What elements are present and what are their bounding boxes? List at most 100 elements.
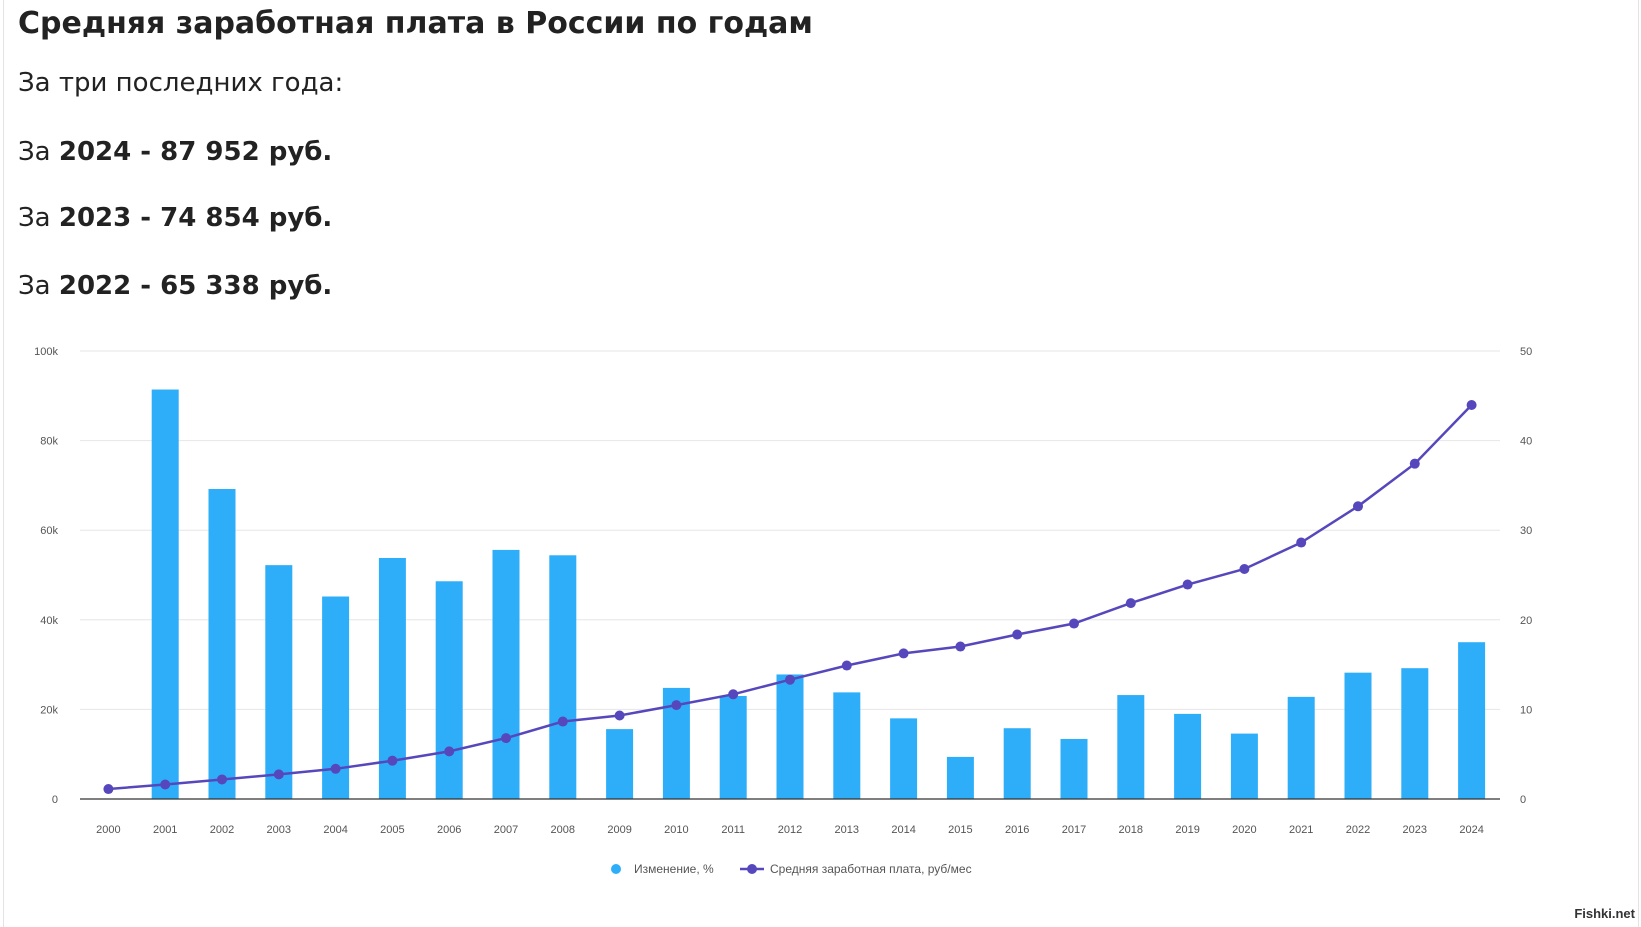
x-axis-tick-label: 2013 — [835, 824, 859, 836]
change-bar[interactable] — [1401, 668, 1429, 799]
change-bar[interactable] — [492, 549, 520, 799]
wage-line-year: 2024 — [58, 137, 132, 167]
change-bar[interactable] — [208, 488, 236, 799]
change-bar[interactable] — [265, 565, 293, 799]
x-axis-tick-label: 2017 — [1062, 824, 1086, 836]
salary-point[interactable] — [217, 774, 227, 785]
change-bar[interactable] — [1287, 696, 1315, 799]
salary-point[interactable] — [898, 648, 909, 659]
salary-point[interactable] — [614, 710, 625, 721]
right-axis-tick-label: 0 — [1520, 794, 1526, 806]
change-bar[interactable] — [776, 674, 804, 799]
change-bar[interactable] — [1344, 672, 1372, 799]
x-axis-tick-label: 2016 — [1005, 824, 1029, 836]
right-border — [1638, 0, 1639, 927]
salary-point[interactable] — [1239, 563, 1250, 574]
x-axis-tick-label: 2004 — [323, 824, 347, 836]
salary-point[interactable] — [1466, 399, 1477, 410]
x-axis-tick-label: 2008 — [551, 824, 575, 836]
grid-lines — [80, 350, 1500, 710]
salary-point[interactable] — [444, 746, 455, 757]
x-axis-tick-label: 2012 — [778, 824, 802, 836]
right-axis-tick-label: 10 — [1520, 704, 1532, 716]
wage-line-year: 2023 — [58, 203, 132, 233]
x-axis-tick-label: 2000 — [96, 824, 120, 836]
left-border — [3, 0, 4, 927]
wage-line-separator: - — [131, 137, 161, 167]
wage-line-prefix: За — [18, 271, 59, 301]
salary-point[interactable] — [1069, 618, 1079, 629]
salary-point[interactable] — [273, 769, 284, 780]
salary-point[interactable] — [501, 733, 511, 744]
wage-line-prefix: За — [18, 137, 59, 167]
wage-line-2023: За 2023 - 74 854 руб. — [18, 203, 332, 233]
salary-point[interactable] — [1182, 579, 1193, 590]
legend-line-label[interactable]: Средняя заработная плата, руб/мес — [770, 862, 972, 876]
x-axis-tick-label: 2015 — [948, 824, 972, 836]
change-bar[interactable] — [1060, 738, 1088, 799]
change-bar[interactable] — [1230, 733, 1258, 799]
change-bar[interactable] — [435, 581, 463, 799]
salary-point[interactable] — [1409, 458, 1420, 469]
x-axis-tick-label: 2002 — [210, 824, 234, 836]
x-axis-tick-label: 2007 — [494, 824, 518, 836]
x-axis-tick-label: 2024 — [1459, 824, 1483, 836]
change-bar[interactable] — [606, 729, 634, 799]
x-axis-tick-label: 2009 — [607, 824, 631, 836]
salary-point[interactable] — [671, 700, 682, 711]
legend-line-dot[interactable] — [747, 864, 757, 874]
salary-point[interactable] — [841, 660, 852, 671]
x-axis-tick-label: 2011 — [721, 824, 745, 836]
wage-line-prefix: За — [18, 203, 59, 233]
left-axis-tick-label: 100k — [34, 346, 58, 358]
left-axis-tick-label: 40k — [40, 615, 58, 627]
watermark: Fishki.net — [1574, 906, 1635, 921]
left-axis-tick-label: 60k — [40, 525, 58, 537]
x-axis-tick-label: 2023 — [1403, 824, 1427, 836]
chart-legend[interactable]: Изменение, % Средняя заработная плата, ру… — [611, 862, 972, 876]
change-bar[interactable] — [1003, 728, 1031, 799]
legend-bar-marker[interactable] — [611, 864, 621, 874]
salary-point[interactable] — [1125, 598, 1136, 609]
right-axis-tick-label: 50 — [1520, 346, 1532, 358]
salary-point[interactable] — [1353, 501, 1363, 512]
salary-point[interactable] — [955, 641, 966, 652]
left-axis-tick-label: 80k — [40, 436, 58, 448]
change-bar[interactable] — [946, 756, 974, 799]
change-bar[interactable] — [549, 555, 577, 799]
left-axis-tick-label: 0 — [52, 794, 58, 806]
change-bar[interactable] — [1117, 695, 1145, 799]
salary-point[interactable] — [160, 779, 171, 790]
change-bars — [151, 389, 1486, 799]
wage-chart: 0 0 20k 10 40k 20 60k 30 80k 40 100k 50 2000 2001 2002… — [34, 346, 1532, 876]
salary-point[interactable] — [1296, 537, 1307, 548]
salary-point[interactable] — [103, 784, 114, 795]
x-axis-tick-label: 2001 — [153, 824, 177, 836]
change-bar[interactable] — [890, 718, 918, 799]
salary-point[interactable] — [330, 763, 341, 774]
wage-line-separator: - — [131, 203, 161, 233]
axes: 0 0 20k 10 40k 20 60k 30 80k 40 100k 50 2000 2001 2002… — [34, 346, 1532, 836]
wage-line-2022: За 2022 - 65 338 руб. — [18, 271, 332, 301]
right-axis-tick-label: 30 — [1520, 525, 1532, 537]
change-bar[interactable] — [719, 695, 747, 799]
wage-line-amount: 87 952 руб. — [160, 137, 333, 167]
left-axis-tick-label: 20k — [40, 704, 58, 716]
salary-point[interactable] — [1012, 629, 1023, 640]
change-bar[interactable] — [151, 389, 179, 799]
x-axis-tick-label: 2019 — [1175, 824, 1199, 836]
x-axis-tick-label: 2021 — [1289, 824, 1313, 836]
salary-point[interactable] — [387, 755, 398, 766]
right-axis-tick-label: 40 — [1520, 436, 1532, 448]
salary-point[interactable] — [557, 716, 568, 727]
change-bar[interactable] — [1174, 713, 1202, 799]
salary-point[interactable] — [785, 674, 795, 685]
change-bar[interactable] — [1458, 642, 1486, 799]
legend-bar-label[interactable]: Изменение, % — [634, 862, 714, 876]
x-axis-tick-label: 2005 — [380, 824, 404, 836]
salary-line — [103, 399, 1477, 795]
wage-line-amount: 74 854 руб. — [160, 203, 333, 233]
salary-point[interactable] — [728, 689, 739, 700]
x-axis-tick-label: 2014 — [891, 824, 915, 836]
change-bar[interactable] — [833, 692, 861, 799]
